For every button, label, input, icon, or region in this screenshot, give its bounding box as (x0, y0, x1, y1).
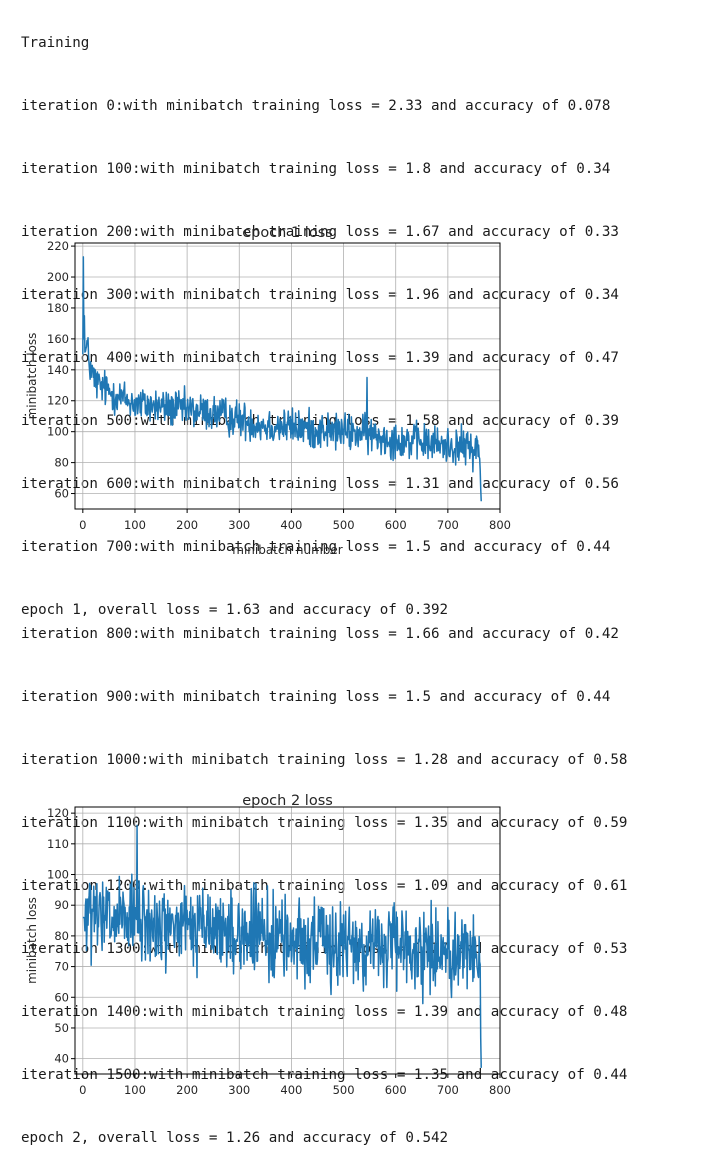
chart-title: epoch 2 loss (242, 793, 333, 809)
x-tick-label: 800 (489, 518, 511, 532)
x-tick-label: 400 (280, 1083, 302, 1097)
y-tick-label: 160 (47, 332, 69, 346)
epoch-1-loss-chart: 0 100 200 300 400 500 600 700 800 60 80 100 120 140 16… (25, 225, 511, 557)
x-tick-label: 600 (385, 1083, 407, 1097)
y-axis-label: minibatch loss (25, 897, 39, 984)
log-line: iteration 700:with minibatch training lo… (21, 539, 611, 555)
y-tick-label: 180 (47, 301, 69, 315)
y-tick-label: 50 (54, 1021, 69, 1035)
y-tick-label: 60 (54, 990, 69, 1004)
epoch-summary-line: epoch 1, overall loss = 1.63 and accurac… (21, 602, 449, 618)
log-line: iteration 600:with minibatch training lo… (21, 476, 619, 492)
x-tick-label: 100 (124, 1083, 146, 1097)
log-line: iteration 400:with minibatch training lo… (21, 350, 619, 366)
training-log-epoch-1: Training iteration 0:with minibatch trai… (21, 0, 619, 642)
y-tick-label: 70 (54, 960, 69, 974)
loss-series-line (82, 256, 482, 502)
x-tick-label: 500 (333, 1083, 355, 1097)
log-line: iteration 0:with minibatch training loss… (21, 98, 611, 114)
x-tick-label: 400 (280, 518, 302, 532)
y-tick-label: 220 (47, 239, 69, 253)
x-tick-label: 200 (176, 1083, 198, 1097)
y-tick-label: 40 (54, 1052, 69, 1066)
plot-frame (74, 806, 501, 1075)
y-axis-label: minibatch loss (25, 333, 39, 420)
x-axis-label: minibatch number (232, 543, 343, 557)
y-tick-label: 140 (47, 363, 69, 377)
log-line: iteration 1100:with minibatch training l… (21, 815, 628, 831)
y-tick-label: 120 (47, 806, 69, 820)
log-line: iteration 1500:with minibatch training l… (21, 1067, 628, 1083)
y-tick-label: 100 (47, 868, 69, 882)
log-line: iteration 1000:with minibatch training l… (21, 752, 628, 768)
x-tick-label: 0 (79, 1083, 86, 1097)
x-tick-label: 100 (124, 518, 146, 532)
log-line: iteration 800:with minibatch training lo… (21, 626, 619, 642)
x-tick-label: 700 (437, 518, 459, 532)
x-tick-label: 700 (437, 1083, 459, 1097)
y-tick-label: 200 (47, 270, 69, 284)
log-line: iteration 200:with minibatch training lo… (21, 224, 619, 240)
log-line: iteration 900:with minibatch training lo… (21, 689, 611, 705)
loss-series-line (82, 824, 482, 1068)
epoch-2-loss-plot: 0 100 200 300 400 500 600 700 800 40 50 60 70 80 90 100… (0, 784, 712, 1107)
y-tick-label: 110 (47, 837, 69, 851)
plot-frame (74, 242, 501, 510)
x-tick-label: 300 (228, 518, 250, 532)
epoch-summary-line: epoch 2, overall loss = 1.26 and accurac… (21, 1130, 449, 1146)
x-tick-label: 800 (489, 1083, 511, 1097)
x-tick-label: 200 (176, 518, 198, 532)
y-tick-label: 80 (54, 929, 69, 943)
x-tick-label: 500 (333, 518, 355, 532)
x-tick-label: 0 (79, 518, 86, 532)
log-line: iteration 1400:with minibatch training l… (21, 1004, 628, 1020)
y-tick-label: 60 (54, 487, 69, 501)
log-line: iteration 300:with minibatch training lo… (21, 287, 619, 303)
x-tick-label: 300 (228, 1083, 250, 1097)
y-tick-label: 80 (54, 456, 69, 470)
y-tick-label: 90 (54, 898, 69, 912)
y-tick-label: 100 (47, 425, 69, 439)
x-tick-label: 600 (385, 518, 407, 532)
log-line: iteration 100:with minibatch training lo… (21, 161, 611, 177)
section-header: Training (21, 35, 90, 51)
epoch-1-loss-plot: 0 100 200 300 400 500 600 700 800 60 80 100 120 140 16… (0, 218, 712, 563)
y-tick-label: 120 (47, 394, 69, 408)
epoch-2-loss-chart: 0 100 200 300 400 500 600 700 800 40 50 60 70 80 90 100… (25, 793, 511, 1097)
chart-title: epoch 1 loss (242, 225, 333, 241)
log-line: iteration 1200:with minibatch training l… (21, 878, 628, 894)
